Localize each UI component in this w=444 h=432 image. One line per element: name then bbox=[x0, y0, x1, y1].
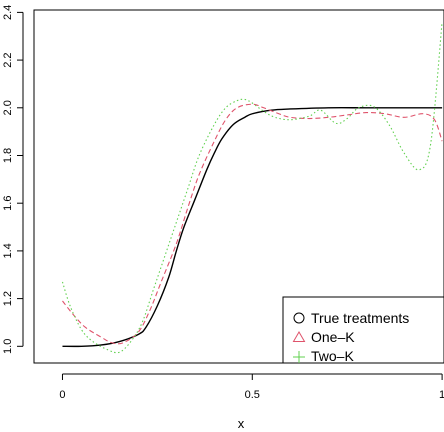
series-layer bbox=[61, 21, 443, 354]
legend-marker-two-k bbox=[293, 351, 305, 363]
y-tick-label: 1.8 bbox=[2, 148, 14, 163]
legend-label-two-k: Two–K bbox=[311, 348, 354, 364]
legend-marker-one-k bbox=[292, 331, 306, 342]
series-line-1 bbox=[62, 103, 443, 345]
x-axis-title: x bbox=[238, 416, 245, 431]
y-tick-label: 2.2 bbox=[2, 52, 14, 67]
x-tick-label: 0.5 bbox=[245, 389, 260, 401]
x-axis: 0 0.5 1 bbox=[59, 373, 444, 401]
x-tick-label: 1 bbox=[439, 389, 444, 401]
plot-frame bbox=[33, 9, 444, 364]
y-tick-label: 1.4 bbox=[2, 243, 14, 258]
legend: True treatments One–K Two–K bbox=[282, 296, 444, 364]
legend-box bbox=[282, 296, 444, 364]
legend-label-one-k: One–K bbox=[311, 329, 355, 345]
legend-label-true-treatments: True treatments bbox=[311, 310, 409, 326]
y-axis: 1.0 1.2 1.4 1.6 1.8 2.0 2.2 2.4 bbox=[2, 5, 24, 354]
y-tick-label: 1.0 bbox=[2, 339, 14, 354]
y-tick-label: 1.6 bbox=[2, 196, 14, 211]
y-tick-label: 2.0 bbox=[2, 100, 14, 115]
y-tick-label: 1.2 bbox=[2, 291, 14, 306]
legend-marker-true-treatments bbox=[293, 312, 305, 324]
y-tick-label: 2.4 bbox=[2, 5, 14, 20]
x-tick-label: 0 bbox=[59, 389, 65, 401]
